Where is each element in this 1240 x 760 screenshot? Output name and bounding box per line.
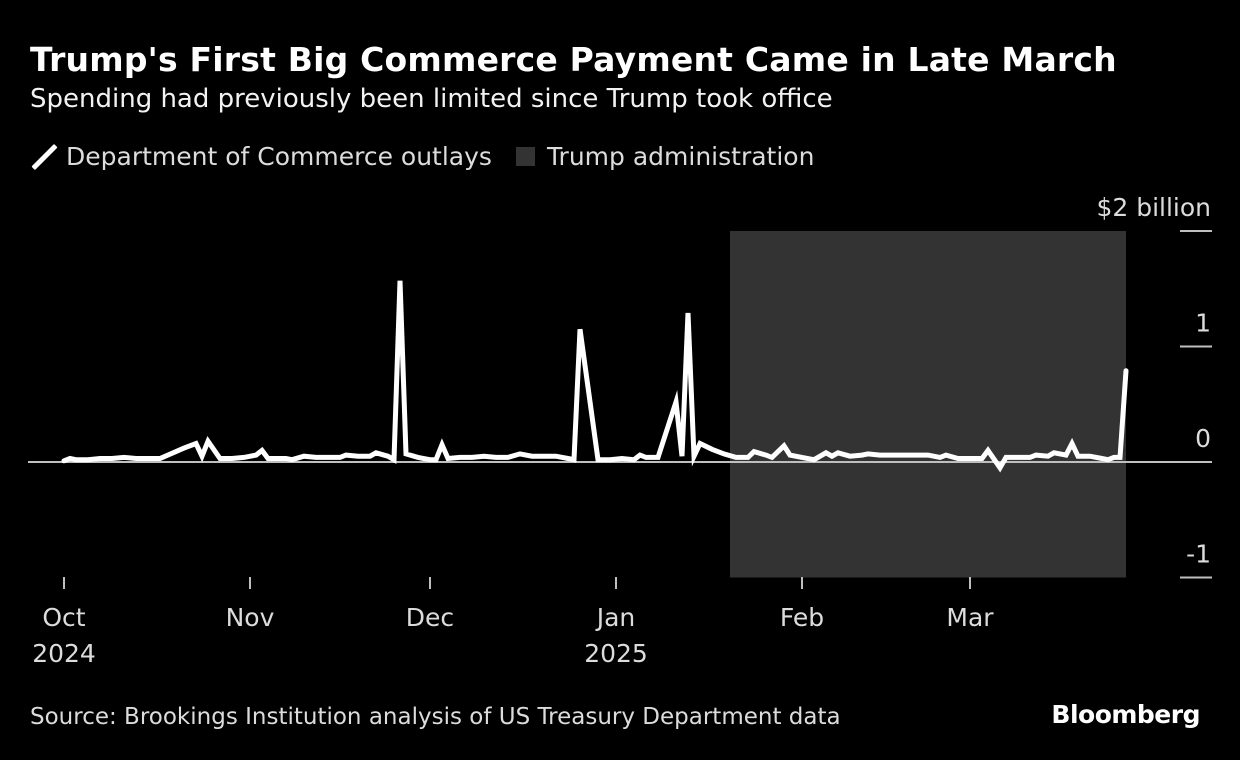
legend-item-outlays: Department of Commerce outlays [30,142,492,171]
x-tick-label: Feb [780,603,824,632]
y-tick-label: 1 [1195,309,1211,338]
legend-label-outlays: Department of Commerce outlays [66,142,492,171]
y-tick-label: -1 [1186,540,1211,569]
legend-item-trump-admin: Trump administration [515,142,815,171]
x-tick-label: Dec [406,603,454,632]
trump-administration-shade [730,231,1126,578]
chart-title: Trump's First Big Commerce Payment Came … [30,40,1117,79]
legend: Department of Commerce outlays Trump adm… [30,142,838,171]
y-axis: $2 billion 1 0 -1 [1096,193,1212,579]
y-tick-label: 0 [1195,424,1211,453]
x-axis: Oct 2024 Nov Dec Jan 2025 Feb Mar [32,577,994,668]
chart-subtitle: Spending had previously been limited sin… [30,84,833,114]
x-tick-label: Mar [946,603,994,632]
shade-swatch-icon [515,147,535,166]
x-tick-year-label: 2025 [584,639,648,668]
series-line-commerce-outlays [61,280,1129,473]
line-chart: $2 billion 1 0 -1 Oct 2024 Nov Dec Jan 2025 Feb Ma… [28,193,1212,668]
x-tick-year-label: 2024 [32,639,96,668]
source-note: Source: Brookings Institution analysis o… [30,704,841,730]
x-tick-label: Jan [595,603,636,632]
y-tick-label: $2 billion [1096,193,1211,222]
bloomberg-logo: Bloomberg [1051,700,1200,729]
x-tick-label: Oct [42,603,85,632]
x-tick-label: Nov [226,603,275,632]
legend-label-trump-admin: Trump administration [546,142,815,171]
